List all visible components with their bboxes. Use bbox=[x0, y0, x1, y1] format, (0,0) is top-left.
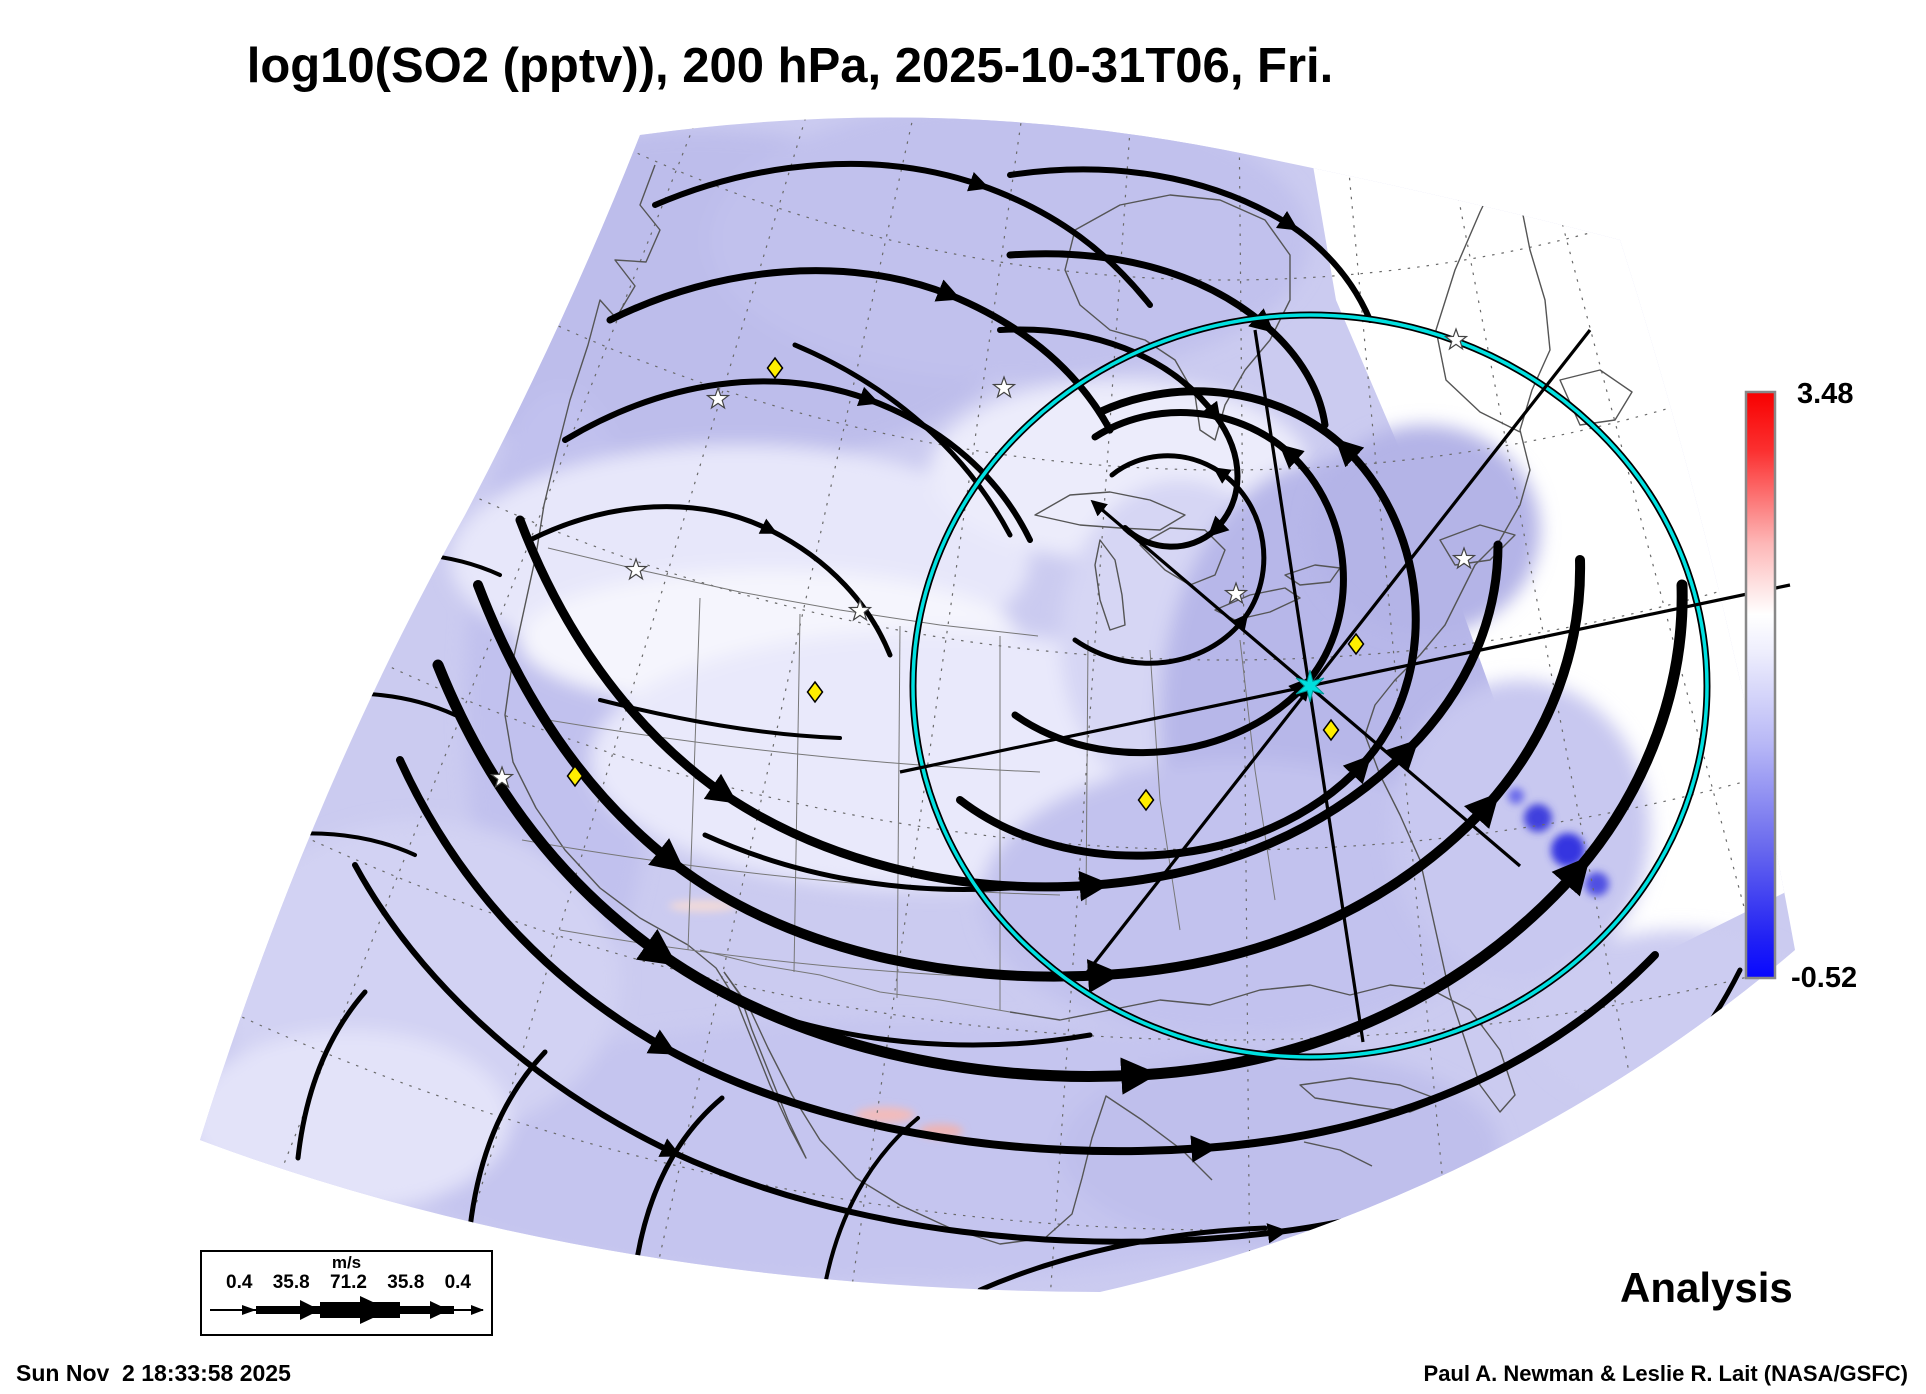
wind-legend-value: 35.8 bbox=[387, 1272, 425, 1293]
range-ring bbox=[909, 311, 1711, 1061]
wind-scale-arrow-icon bbox=[210, 1296, 484, 1324]
source-star-marker bbox=[1295, 669, 1325, 703]
volcano-star-marker bbox=[1223, 581, 1249, 605]
wind-legend-value: 0.4 bbox=[444, 1272, 471, 1293]
page-title: log10(SO2 (pptv)), 200 hPa, 2025-10-31T0… bbox=[246, 39, 1334, 93]
wind-legend-values: 0.4 35.8 71.2 35.8 0.4 bbox=[202, 1272, 491, 1294]
site-diamond-marker bbox=[806, 680, 824, 704]
site-diamond-marker bbox=[1322, 718, 1340, 742]
site-diamond-marker bbox=[1137, 788, 1155, 812]
site-diamond-marker bbox=[566, 764, 584, 788]
wind-legend-value: 0.4 bbox=[226, 1272, 253, 1293]
wind-speed-legend: m/s 0.4 35.8 71.2 35.8 0.4 bbox=[200, 1250, 493, 1336]
credit: Paul A. Newman & Leslie R. Lait (NASA/GS… bbox=[1423, 1361, 1908, 1386]
volcano-star-marker bbox=[489, 765, 515, 789]
wind-legend-unit: m/s bbox=[331, 1253, 362, 1272]
site-diamond-marker bbox=[766, 356, 784, 380]
so2-field-layer bbox=[200, 117, 1795, 1292]
volcano-star-marker bbox=[1443, 327, 1469, 351]
volcano-star-marker bbox=[623, 557, 649, 581]
timestamp: Sun Nov 2 18:33:58 2025 bbox=[16, 1360, 291, 1386]
analysis-label: Analysis bbox=[1620, 1264, 1793, 1311]
azimuth-line bbox=[1083, 329, 1592, 976]
azimuth-line bbox=[899, 583, 1791, 774]
volcano-star-marker bbox=[705, 386, 731, 410]
site-markers bbox=[489, 327, 1477, 812]
wind-legend-value: 35.8 bbox=[272, 1272, 310, 1293]
streamlines-layer bbox=[243, 160, 1743, 1292]
colorbar bbox=[1744, 390, 1777, 980]
volcano-star-marker bbox=[991, 375, 1017, 399]
colorbar-min-label: -0.52 bbox=[1791, 962, 1858, 994]
volcano-star-marker bbox=[1451, 546, 1477, 570]
volcano-star-marker bbox=[847, 598, 873, 622]
colorbar-max-label: 3.48 bbox=[1797, 378, 1854, 410]
site-diamond-marker bbox=[1347, 632, 1365, 656]
wind-legend-value: 71.2 bbox=[330, 1272, 367, 1293]
range-ring-circle bbox=[911, 313, 1709, 1059]
